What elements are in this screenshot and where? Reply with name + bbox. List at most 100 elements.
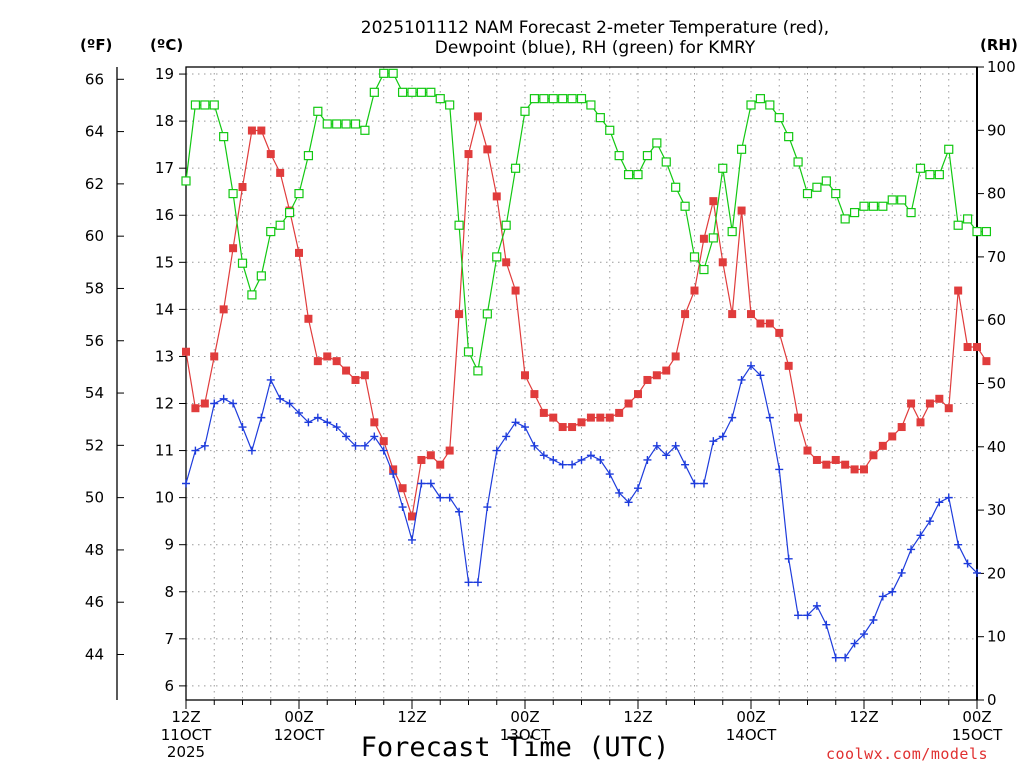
- temperature-point: [784, 361, 793, 370]
- rh-tick-label: 30: [987, 501, 1006, 519]
- fahrenheit-axis-unit: (ºF): [80, 36, 113, 54]
- rh-tick-label: 20: [987, 564, 1006, 582]
- dewpoint-point: [765, 413, 774, 422]
- temperature-point: [360, 371, 369, 380]
- temperature-point: [690, 286, 699, 295]
- rh-point: [633, 170, 643, 180]
- rh-point: [322, 119, 332, 129]
- temperature-point: [210, 352, 219, 361]
- dewpoint-point: [398, 503, 407, 512]
- temperature-point: [464, 150, 473, 159]
- temperature-point: [304, 314, 313, 323]
- rh-point: [190, 100, 201, 110]
- rh-tick-label: 70: [987, 248, 1006, 266]
- dewpoint-point: [822, 620, 831, 629]
- fahrenheit-tick-label: 46: [85, 593, 104, 611]
- temperature-point: [511, 286, 520, 295]
- dewpoint-point: [690, 479, 699, 488]
- temperature-point: [379, 437, 388, 446]
- dewpoint-point: [812, 601, 821, 610]
- temperature-point: [643, 375, 652, 384]
- rh-point: [765, 100, 775, 110]
- dewpoint-point: [699, 479, 708, 488]
- dewpoint-point: [332, 423, 341, 432]
- rh-point: [915, 163, 926, 173]
- temperature-point: [822, 460, 831, 469]
- temperature-point: [408, 512, 416, 521]
- temperature-point: [266, 150, 275, 159]
- rh-point: [661, 157, 671, 167]
- temperature-point: [775, 328, 784, 337]
- fahrenheit-tick-label: 48: [85, 541, 104, 559]
- rh-point: [501, 220, 511, 230]
- x-tick-date-label: 14OCT: [726, 726, 777, 744]
- rh-point: [529, 94, 540, 104]
- dewpoint-point: [502, 432, 511, 441]
- dewpoint-point: [351, 441, 360, 450]
- dewpoint-point: [276, 394, 285, 403]
- rh-point: [925, 170, 935, 180]
- temperature-point: [756, 319, 765, 328]
- dewpoint-point: [191, 446, 200, 455]
- temperature-point: [944, 404, 953, 413]
- temperature-point: [728, 310, 737, 319]
- dewpoint-point: [747, 361, 755, 370]
- rh-point: [718, 163, 728, 173]
- rh-point: [802, 189, 813, 199]
- rh-point: [859, 201, 869, 211]
- temperature-point: [342, 366, 351, 375]
- plot-area: [186, 67, 977, 700]
- fahrenheit-tick-label: 56: [85, 332, 104, 350]
- celsius-axis-unit: (ºC): [150, 36, 184, 54]
- rh-point: [755, 94, 766, 104]
- rh-point: [793, 157, 803, 167]
- temperature-point: [351, 375, 360, 384]
- celsius-tick-label: 13: [155, 347, 174, 365]
- temperature-point: [699, 234, 708, 243]
- dewpoint-point: [784, 554, 793, 563]
- dewpoint-point: [907, 545, 916, 554]
- rh-point: [878, 201, 888, 211]
- celsius-tick-label: 7: [164, 630, 174, 648]
- dewpoint-point: [944, 493, 953, 502]
- temperature-point: [200, 399, 209, 408]
- rh-point: [812, 182, 822, 192]
- dewpoint-point: [728, 413, 737, 422]
- rh-point: [944, 144, 954, 154]
- rh-point: [350, 119, 361, 129]
- chart-title-line-2: Dewpoint (blue), RH (green) for KMRY: [434, 38, 756, 58]
- rh-point: [868, 201, 879, 211]
- temperature-point: [860, 465, 868, 474]
- dewpoint-point: [200, 441, 209, 450]
- temperature-point: [445, 446, 454, 455]
- rh-point: [228, 189, 238, 199]
- dewpoint-point: [549, 455, 558, 464]
- rh-point: [887, 195, 897, 205]
- dewpoint-point: [389, 470, 398, 479]
- dewpoint-point: [360, 441, 369, 450]
- dewpoint-point: [436, 493, 445, 502]
- temperature-point: [276, 168, 285, 177]
- dewpoint-point: [539, 451, 548, 460]
- dewpoint-point: [182, 479, 190, 488]
- temperature-point: [812, 455, 821, 464]
- dewpoint-point: [304, 418, 313, 427]
- rh-point: [332, 119, 342, 129]
- dewpoint-point: [408, 535, 416, 544]
- rh-point: [605, 125, 615, 135]
- x-tick-label: 00Z: [962, 708, 991, 726]
- celsius-tick-label: 10: [155, 489, 174, 507]
- x-tick-label: 00Z: [510, 708, 539, 726]
- rh-point: [774, 113, 784, 123]
- temperature-point: [888, 432, 897, 441]
- dewpoint-point: [860, 630, 868, 639]
- rh-point: [623, 170, 634, 180]
- temperature-point: [568, 423, 577, 432]
- temperature-point: [596, 413, 605, 422]
- dewpoint-point: [247, 446, 256, 455]
- temperature-point: [935, 394, 944, 403]
- x-axis-label: Forecast Time (UTC): [360, 732, 670, 763]
- celsius-tick-label: 17: [155, 159, 174, 177]
- temperature-point: [963, 343, 972, 352]
- x-tick-date-label: 11OCT: [161, 726, 212, 744]
